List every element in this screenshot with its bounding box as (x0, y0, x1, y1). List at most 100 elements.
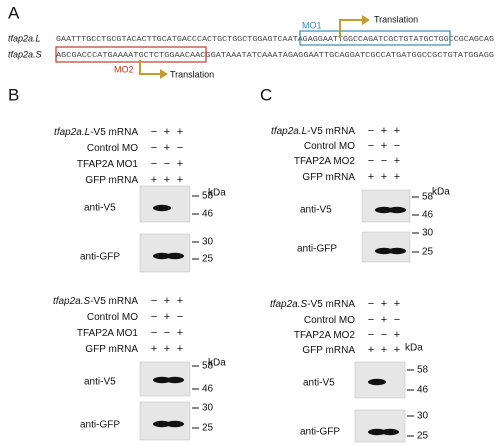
lane-mark: + (381, 314, 387, 326)
arrow (339, 19, 362, 38)
lane-mark: + (164, 142, 170, 154)
lane-mark: + (177, 158, 183, 170)
marker-label: 58 (417, 365, 429, 376)
lane-mark: + (177, 295, 183, 307)
row-text: TFAP2A MO2 (294, 156, 356, 167)
row-text: Control MO (87, 143, 138, 154)
marker-label: 58 (202, 361, 214, 372)
lane-mark: + (151, 174, 157, 186)
antibody-label: anti-V5 (300, 205, 332, 216)
mo1-label: MO1 (302, 20, 322, 30)
lane-mark: − (151, 327, 157, 339)
band (166, 420, 184, 428)
marker-label: 46 (202, 209, 214, 220)
unit-label: kDa (208, 358, 226, 369)
row-label: Control MO (87, 143, 138, 154)
row-text: TFAP2A MO2 (294, 330, 356, 341)
unit-label: kDa (432, 187, 450, 198)
row-label: TFAP2A MO1 (77, 328, 139, 339)
row-text: -V5 mRNA (90, 127, 138, 138)
lane-mark: + (394, 155, 400, 167)
row-label: GFP mRNA (302, 172, 355, 183)
lane-mark: + (394, 298, 400, 310)
panel-label: A (8, 3, 20, 22)
marker-label: 30 (202, 237, 214, 248)
row-label: GFP mRNA (302, 345, 355, 356)
lane-mark: − (151, 158, 157, 170)
band (166, 252, 184, 260)
lane-mark: − (177, 311, 183, 323)
antibody-label: anti-GFP (80, 420, 120, 431)
marker-label: 25 (417, 431, 429, 442)
lane-mark: + (381, 125, 387, 137)
lane-mark: − (381, 329, 387, 341)
marker-label: 25 (202, 423, 214, 434)
row-text: Control MO (87, 312, 138, 323)
band (153, 252, 171, 260)
marker-label: 46 (417, 385, 429, 396)
lane-mark: − (368, 329, 374, 341)
antibody-label: anti-V5 (84, 377, 116, 388)
gene-name: tfap2a.S (53, 296, 91, 307)
row-label: tfap2a.S-V5 mRNA (53, 296, 138, 307)
lane-mark: − (368, 155, 374, 167)
row-label: GFP mRNA (85, 175, 138, 186)
lane-mark: + (164, 295, 170, 307)
marker-label: 25 (202, 254, 214, 265)
row-text: TFAP2A MO1 (77, 159, 139, 170)
lane-mark: − (381, 155, 387, 167)
row-label: GFP mRNA (85, 344, 138, 355)
blot (361, 231, 411, 263)
marker-label: 46 (422, 210, 434, 221)
mo1-box (299, 30, 451, 46)
blot (354, 409, 406, 443)
lane-mark: + (394, 344, 400, 356)
gene-name: tfap2a.S (270, 299, 308, 310)
band (153, 420, 171, 428)
sequence: GAATTTGCCTGCGTACACTTGCATGACCCACTGCTGGCTG… (56, 36, 494, 44)
antibody-label: anti-GFP (297, 244, 337, 255)
sequence-name: tfap2a.L (8, 33, 41, 43)
band (381, 428, 399, 436)
lane-mark: − (368, 298, 374, 310)
lane-mark: − (151, 126, 157, 138)
band (153, 204, 171, 212)
lane-mark: + (381, 298, 387, 310)
lane-mark: + (368, 171, 374, 183)
marker-label: 30 (422, 228, 434, 239)
antibody-label: anti-V5 (84, 203, 116, 214)
lane-mark: − (177, 142, 183, 154)
lane-mark: + (381, 171, 387, 183)
row-label: TFAP2A MO1 (77, 159, 139, 170)
lane-mark: + (381, 140, 387, 152)
antibody-label: anti-GFP (300, 427, 340, 438)
lane-mark: + (394, 171, 400, 183)
band (153, 376, 171, 384)
row-label: Control MO (87, 312, 138, 323)
row-text: Control MO (304, 141, 355, 152)
band (368, 378, 386, 386)
row-text: -V5 mRNA (307, 299, 355, 310)
row-text: GFP mRNA (85, 175, 138, 186)
row-text: -V5 mRNA (307, 126, 355, 137)
band (166, 376, 184, 384)
lane-mark: + (394, 125, 400, 137)
antibody-label: anti-GFP (80, 252, 120, 263)
lane-mark: − (368, 140, 374, 152)
row-text: TFAP2A MO1 (77, 328, 139, 339)
lane-mark: + (164, 126, 170, 138)
marker-label: 58 (422, 192, 434, 203)
lane-mark: − (151, 142, 157, 154)
marker-label: 58 (202, 191, 214, 202)
row-label: TFAP2A MO2 (294, 156, 356, 167)
lane-mark: − (151, 311, 157, 323)
marker-label: 25 (422, 247, 434, 258)
arrow-head (362, 15, 370, 25)
unit-label: kDa (208, 188, 226, 199)
row-label: TFAP2A MO2 (294, 330, 356, 341)
band (388, 247, 406, 255)
row-label: Control MO (304, 315, 355, 326)
lane-mark: − (164, 158, 170, 170)
mo2-label: MO2 (114, 64, 134, 74)
